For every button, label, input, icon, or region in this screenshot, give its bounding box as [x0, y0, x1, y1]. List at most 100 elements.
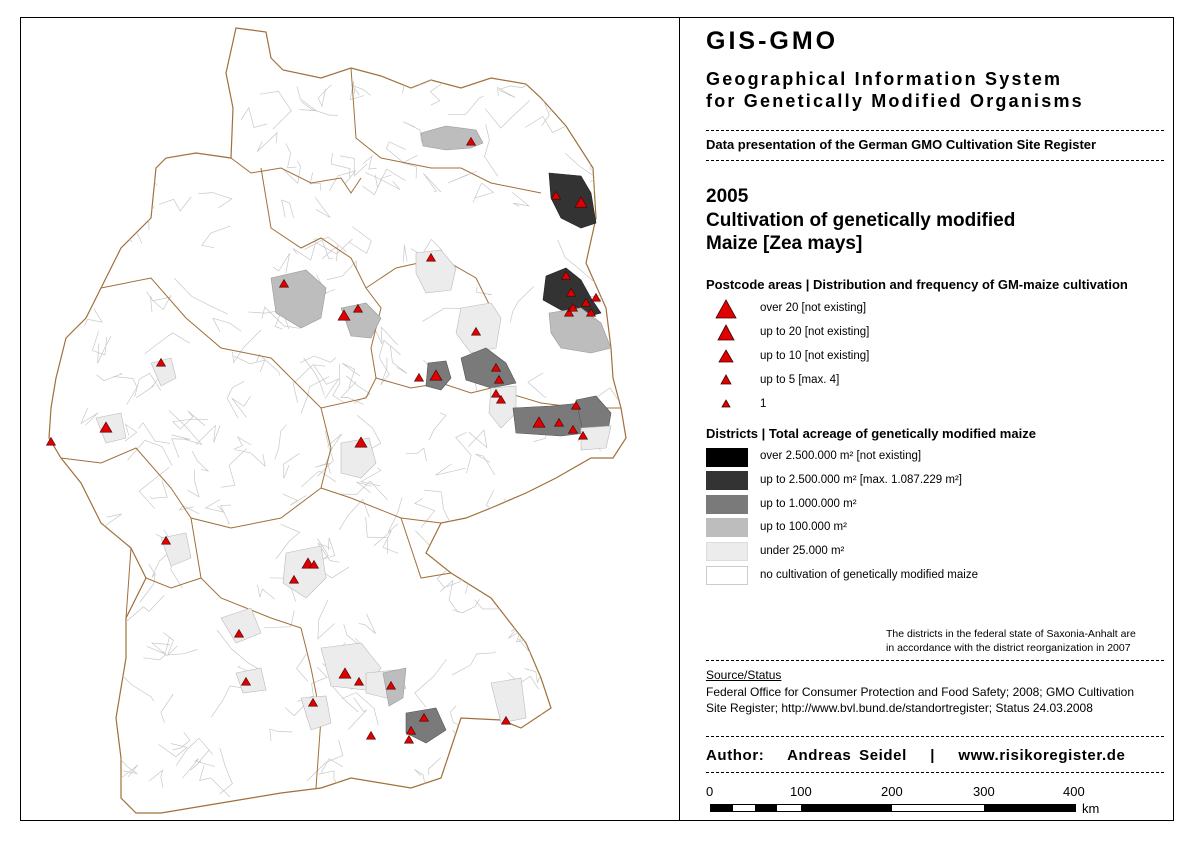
gm-site-marker[interactable]: [563, 307, 575, 317]
district-boundary: [199, 765, 231, 798]
gm-site-marker[interactable]: [240, 676, 252, 686]
district-boundary: [515, 572, 528, 606]
gm-site-marker[interactable]: [352, 303, 364, 313]
gm-site-marker[interactable]: [233, 628, 245, 638]
color-swatch: [706, 495, 748, 514]
gm-site-marker[interactable]: [307, 697, 319, 707]
district-boundary: [161, 79, 193, 127]
district-shade: [220, 607, 262, 644]
district-boundary: [211, 685, 243, 718]
district-boundary: [484, 100, 531, 129]
author-website[interactable]: www.risikoregister.de: [958, 747, 1126, 764]
gm-site-marker[interactable]: [495, 394, 507, 404]
district-boundary: [549, 94, 585, 113]
district-boundary: [226, 381, 245, 419]
gm-site-marker[interactable]: [278, 278, 290, 288]
district-boundary: [233, 355, 266, 373]
gm-site-marker[interactable]: [590, 292, 602, 302]
gm-site-marker[interactable]: [465, 136, 477, 146]
gm-site-marker[interactable]: [354, 436, 368, 448]
gm-site-marker[interactable]: [405, 725, 417, 735]
district-boundary: [178, 505, 200, 515]
district-boundary: [158, 743, 188, 758]
district-boundary: [282, 493, 307, 506]
district-boundary: [190, 749, 210, 771]
district-boundary: [557, 239, 597, 284]
app-subtitle: Geographical Information System for Gene…: [706, 68, 1084, 112]
district-boundary: [112, 376, 138, 405]
gm-site-marker[interactable]: [553, 417, 565, 427]
district-boundary: [588, 759, 608, 787]
district-legend-heading: Districts | Total acreage of genetically…: [706, 426, 1036, 441]
district-legend-label: over 2.500.000 m² [not existing]: [760, 450, 922, 462]
district-boundary: [503, 498, 519, 528]
gm-site-marker[interactable]: [418, 712, 430, 722]
gm-site-marker[interactable]: [413, 372, 425, 382]
note-line-2: in accordance with the district reorgani…: [886, 642, 1131, 654]
gm-site-marker[interactable]: [425, 252, 437, 262]
gm-site-marker[interactable]: [490, 388, 502, 398]
district-boundary: [198, 192, 233, 209]
district-boundary: [472, 182, 495, 203]
gm-site-marker[interactable]: [550, 190, 562, 200]
district-boundary: [509, 286, 535, 323]
district-boundary: [75, 212, 110, 239]
district-boundary: [204, 499, 226, 513]
gm-site-marker[interactable]: [577, 430, 589, 440]
gm-site-marker[interactable]: [429, 369, 443, 381]
gm-site-marker[interactable]: [353, 676, 365, 686]
district-boundary: [516, 505, 547, 527]
scale-tick-100: 100: [790, 784, 812, 799]
postcode-legend-label: up to 5 [max. 4]: [760, 374, 840, 386]
district-boundary: [390, 345, 408, 374]
district-boundary: [144, 84, 163, 106]
district-boundary: [146, 72, 168, 91]
gm-site-marker[interactable]: [160, 535, 172, 545]
gm-site-marker[interactable]: [567, 302, 579, 312]
district-shade: [405, 707, 447, 744]
gm-site-marker[interactable]: [580, 297, 592, 307]
gm-site-marker[interactable]: [493, 374, 505, 384]
gm-site-marker[interactable]: [500, 715, 512, 725]
district-legend-label: up to 2.500.000 m² [max. 1.087.229 m²]: [760, 474, 963, 486]
scale-tick-400: 400: [1063, 784, 1085, 799]
germany-map[interactable]: [21, 18, 678, 820]
gm-site-marker[interactable]: [570, 400, 582, 410]
district-boundary: [365, 172, 401, 190]
gm-site-marker[interactable]: [337, 309, 351, 321]
gm-site-marker[interactable]: [565, 287, 577, 297]
gm-site-marker[interactable]: [490, 362, 502, 372]
district-boundary: [348, 697, 368, 730]
district-boundary: [296, 653, 309, 682]
district-boundary: [311, 666, 328, 701]
district-boundary: [69, 164, 116, 182]
divider: [706, 736, 1164, 737]
gm-site-marker[interactable]: [567, 424, 579, 434]
gm-site-marker[interactable]: [532, 416, 546, 428]
district-boundary: [560, 570, 592, 584]
district-boundary: [356, 481, 372, 494]
gm-site-marker[interactable]: [338, 667, 352, 679]
gm-site-marker[interactable]: [365, 730, 377, 740]
gm-site-marker[interactable]: [45, 436, 57, 446]
gm-site-marker[interactable]: [99, 421, 113, 433]
gm-site-marker[interactable]: [155, 357, 167, 367]
gm-site-marker[interactable]: [308, 559, 320, 569]
gm-site-marker[interactable]: [585, 307, 597, 317]
gm-site-marker[interactable]: [385, 680, 397, 690]
district-boundary: [148, 769, 164, 788]
district-boundary: [309, 172, 322, 191]
district-shade: [340, 437, 377, 479]
gm-site-marker[interactable]: [403, 734, 415, 744]
gm-markers: [45, 136, 602, 744]
gm-site-marker[interactable]: [560, 270, 572, 280]
gm-site-marker[interactable]: [288, 574, 300, 584]
district-boundary: [318, 537, 336, 561]
district-boundary: [172, 731, 191, 751]
scale-tick-300: 300: [973, 784, 995, 799]
gm-site-marker[interactable]: [574, 196, 588, 208]
gm-site-marker[interactable]: [470, 326, 482, 336]
district-boundary: [455, 431, 472, 474]
district-boundary: [414, 769, 426, 787]
district-boundary: [269, 728, 293, 741]
